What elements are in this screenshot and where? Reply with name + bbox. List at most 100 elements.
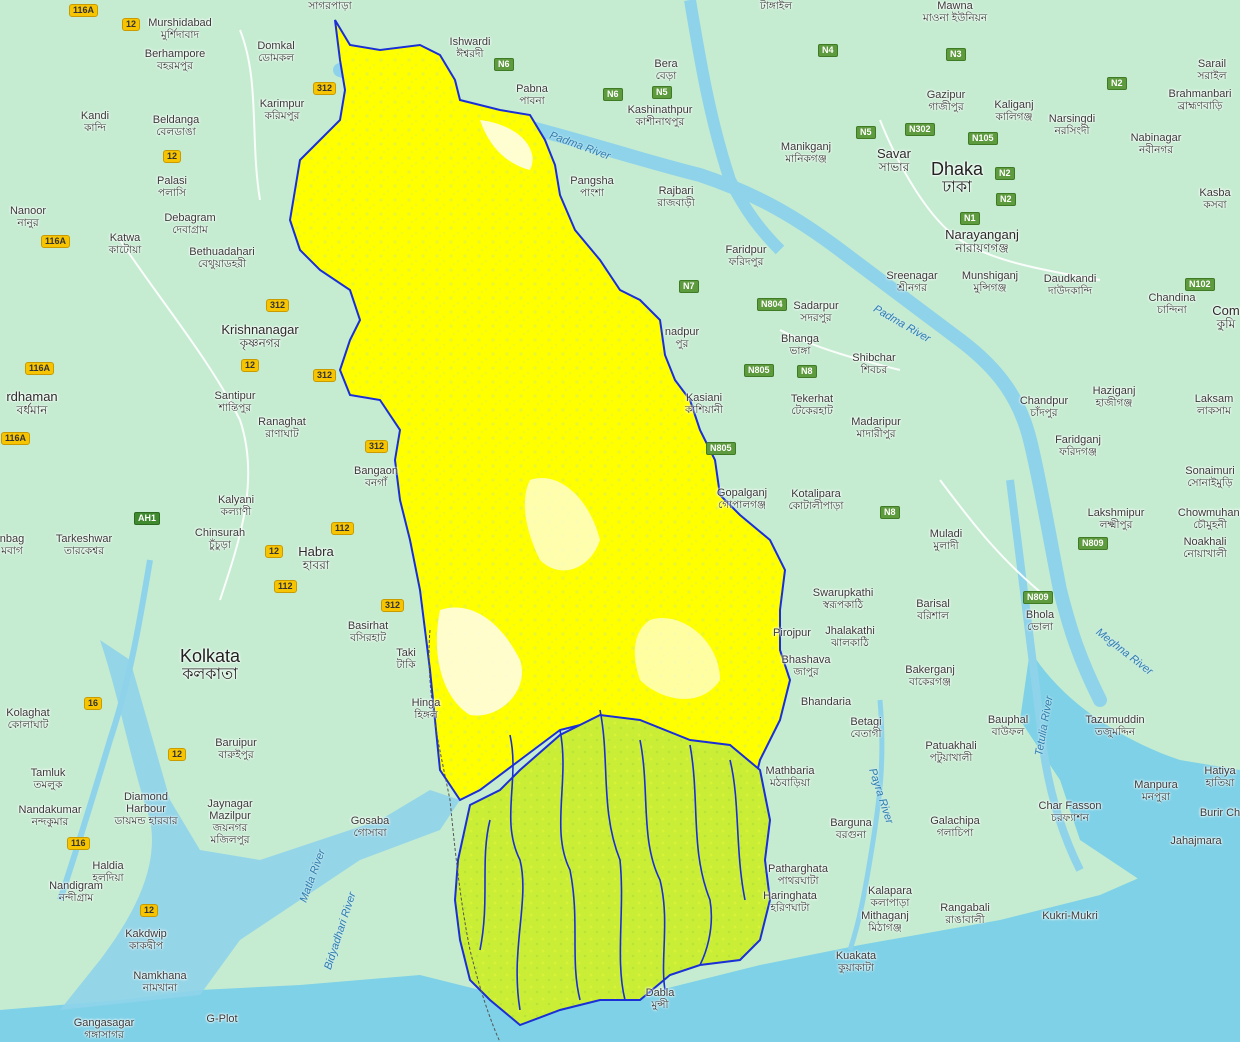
- place-nabinagar[interactable]: Nabinagar নবীনগর: [1130, 132, 1182, 156]
- place-chandina[interactable]: Chandina চান্দিনা: [1148, 292, 1196, 316]
- place-burir-char[interactable]: Burir Ch: [1199, 807, 1240, 819]
- place-noakhali[interactable]: Noakhali নোয়াখালী: [1183, 536, 1227, 560]
- place-ishwardi[interactable]: Ishwardi ঈশ্বরদী: [449, 36, 491, 60]
- place-bhanga[interactable]: Bhanga ভাঙ্গা: [781, 333, 819, 357]
- place-laksam[interactable]: Laksam লাকসাম: [1194, 393, 1234, 417]
- place-faridganj[interactable]: Faridganj ফরিদগঞ্জ: [1055, 434, 1101, 458]
- place-berhampore[interactable]: Berhampore বহরমপুর: [144, 48, 206, 72]
- place-bera[interactable]: Bera বেড়া: [654, 58, 678, 82]
- place-hingalganj[interactable]: Hinga হিঙ্গল: [411, 697, 441, 721]
- place-tazumuddin[interactable]: Tazumuddin তজুমদ্দিন: [1085, 714, 1145, 738]
- place-mawna[interactable]: Mawna মাওনা ইউনিয়ন: [922, 0, 988, 24]
- place-shibchar[interactable]: Shibchar শিবচর: [852, 352, 896, 376]
- place-kashinathpur[interactable]: Kashinathpur কাশীনাথপুর: [627, 104, 693, 128]
- place-sarail[interactable]: Sarail সরাইল: [1197, 58, 1227, 82]
- place-chandpur[interactable]: Chandpur চাঁদপুর: [1019, 395, 1069, 419]
- place-narayanganj[interactable]: Narayanganj নারায়ণগঞ্জ: [945, 227, 1019, 255]
- place-lakshmipur[interactable]: Lakshmipur লক্ষ্মীপুর: [1087, 507, 1145, 531]
- place-bethuadahari[interactable]: Bethuadahari বেথুয়াডহরী: [189, 246, 255, 270]
- place-comilla[interactable]: Com কুমি: [1212, 303, 1240, 331]
- place-bakerganj[interactable]: Bakerganj বাকেরগঞ্জ: [905, 664, 955, 688]
- place-debagram[interactable]: Debagram দেবাগ্রাম: [164, 212, 216, 236]
- place-bauphal[interactable]: Bauphal বাউফল: [987, 714, 1029, 738]
- place-kukri-mukri[interactable]: Kukri-Mukri: [1042, 910, 1098, 922]
- place-kandi[interactable]: Kandi কান্দি: [80, 110, 110, 134]
- place-murshidabad[interactable]: Murshidabad মুর্শিদাবাদ: [148, 17, 212, 41]
- place-jhalakathi[interactable]: Jhalakathi ঝালকাঠি: [825, 625, 875, 649]
- place-tangail[interactable]: টাঙ্গাইল: [759, 0, 793, 12]
- place-domkal[interactable]: Domkal ডোমকল: [257, 40, 295, 64]
- place-ranaghat[interactable]: Ranaghat রাণাঘাট: [258, 416, 306, 440]
- place-tamluk[interactable]: Tamluk তমলুক: [30, 767, 66, 791]
- place-chinsurah[interactable]: Chinsurah চুঁচুড়া: [194, 527, 246, 551]
- place-chowmuhani[interactable]: Chowmuhani চৌমুহনী: [1177, 507, 1240, 531]
- place-nadpur[interactable]: nadpur পুর: [664, 326, 700, 350]
- place-gosaba[interactable]: Gosaba গোসাবা: [350, 815, 390, 839]
- place-krishnanagar[interactable]: Krishnanagar কৃষ্ণনগর: [221, 322, 299, 350]
- place-hatiya[interactable]: Hatiya হাতিয়া: [1204, 765, 1236, 789]
- place-pirojpur[interactable]: Pirojpur: [773, 627, 811, 639]
- place-faridpur[interactable]: Faridpur ফরিদপুর: [725, 244, 767, 268]
- place-bhandaria[interactable]: Bhandaria: [800, 696, 852, 708]
- place-nandakumar[interactable]: Nandakumar নন্দকুমার: [18, 804, 82, 828]
- place-kalapara[interactable]: Kalapara কলাপাড়া: [867, 885, 913, 909]
- place-santipur[interactable]: Santipur শান্তিপুর: [214, 390, 256, 414]
- place-tekerhat[interactable]: Tekerhat টেকেরহাট: [790, 393, 834, 417]
- place-nandigram[interactable]: Nandigram নন্দীগ্রাম: [49, 880, 103, 904]
- place-kasba[interactable]: Kasba কসবা: [1199, 187, 1231, 211]
- place-sadarpur[interactable]: Sadarpur সদরপুর: [793, 300, 839, 324]
- place-taki[interactable]: Taki টাকি: [396, 647, 416, 671]
- place-galachipa[interactable]: Galachipa গলাচিপা: [930, 815, 980, 839]
- place-haringhata[interactable]: Haringhata হরিণঘাটা: [763, 890, 817, 914]
- place-swarupkathi[interactable]: Swarupkathi স্বরূপকাঠি: [812, 587, 874, 611]
- place-bhola[interactable]: Bhola ভোলা: [1025, 609, 1055, 633]
- place-brahmanbaria[interactable]: Brahmanbari ব্রাহ্মণবাড়ি: [1168, 88, 1232, 112]
- place-kotalipara[interactable]: Kotalipara কোটালীপাড়া: [788, 488, 844, 512]
- place-kolkata[interactable]: Kolkata কলকাতা: [179, 646, 241, 683]
- place-pangsha[interactable]: Pangsha পাংশা: [570, 175, 614, 199]
- place-narsingdi[interactable]: Narsingdi নরসিংদী: [1048, 113, 1096, 137]
- place-nanoor[interactable]: Nanoor নানুর: [9, 205, 47, 229]
- place-beldanga[interactable]: Beldanga বেলডাঙা: [152, 114, 200, 138]
- place-rangabali[interactable]: Rangabali রাঙাবালী: [940, 902, 990, 926]
- place-kaliganj[interactable]: Kaliganj কালিগঞ্জ: [994, 99, 1034, 123]
- place-mithaganj[interactable]: Mithaganj মিঠাগঞ্জ: [861, 910, 909, 934]
- place-gazipur[interactable]: Gazipur গাজীপুর: [926, 89, 966, 113]
- place-habra[interactable]: Habra হাবরা: [298, 544, 334, 572]
- place-rajbari[interactable]: Rajbari রাজবাড়ী: [657, 185, 695, 209]
- place-manpura[interactable]: Manpura মনপুরা: [1134, 779, 1178, 803]
- place-katwa[interactable]: Katwa কাটোয়া: [108, 232, 142, 256]
- place-karimpur[interactable]: Karimpur করিমপুর: [259, 98, 305, 122]
- place-munshiganj[interactable]: Munshiganj মুন্সিগঞ্জ: [961, 270, 1019, 294]
- place-diamond-harbour[interactable]: Diamond Harbour ডায়মন্ড হারবার: [114, 791, 178, 827]
- place-madaripur[interactable]: Madaripur মাদারীপুর: [851, 416, 901, 440]
- place-tarkeshwar[interactable]: Tarkeshwar তারকেশ্বর: [55, 533, 113, 557]
- place-jaynagar[interactable]: Jaynagar Mazilpur জয়নগর মজিলপুর: [207, 798, 253, 846]
- place-gangasagar[interactable]: Gangasagar গঙ্গাসাগর: [73, 1017, 135, 1041]
- place-muladi[interactable]: Muladi মুলাদী: [929, 528, 963, 552]
- place-daudkandi[interactable]: Daudkandi দাউদকান্দি: [1043, 273, 1097, 297]
- place-bangaon[interactable]: Bangaon বনগাঁ: [353, 465, 399, 489]
- place-basirhat[interactable]: Basirhat বসিরহাট: [347, 620, 389, 644]
- place-patharghata[interactable]: Patharghata পাথরঘাটা: [768, 863, 828, 887]
- place-gopalganj[interactable]: Gopalganj গোপালগঞ্জ: [716, 487, 768, 511]
- place-g-plot[interactable]: G-Plot: [206, 1013, 238, 1025]
- place-mathbaria[interactable]: Mathbaria মঠবাড়িয়া: [765, 765, 815, 789]
- place-dhaka[interactable]: Dhaka ঢাকা: [930, 159, 984, 196]
- place-char-fasson[interactable]: Char Fasson চরফ্যাশন: [1038, 800, 1102, 824]
- place-baruipur[interactable]: Baruipur বারুইপুর: [215, 737, 257, 761]
- place-palasi[interactable]: Palasi পলাসি: [157, 175, 187, 199]
- place-pabna[interactable]: Pabna পাবনা: [516, 83, 548, 107]
- place-bhashava[interactable]: Bhashava জাপুর: [781, 654, 831, 678]
- place-sreenagar[interactable]: Sreenagar শ্রীনগর: [886, 270, 938, 294]
- place-barisal[interactable]: Barisal বরিশাল: [916, 598, 950, 622]
- place-savar[interactable]: Savar সাভার: [877, 146, 911, 174]
- place-sagarpara[interactable]: সাগরপাড়া: [308, 0, 352, 12]
- place-dabla[interactable]: Dabla মুন্সী: [645, 987, 675, 1011]
- place-haldia[interactable]: Haldia হলদিয়া: [92, 860, 124, 884]
- place-kolaghat[interactable]: Kolaghat কোলাঘাট: [6, 707, 50, 731]
- place-jahajmara[interactable]: Jahajmara: [1170, 835, 1222, 847]
- place-sonaimuri[interactable]: Sonaimuri সোনাইমুড়ি: [1185, 465, 1235, 489]
